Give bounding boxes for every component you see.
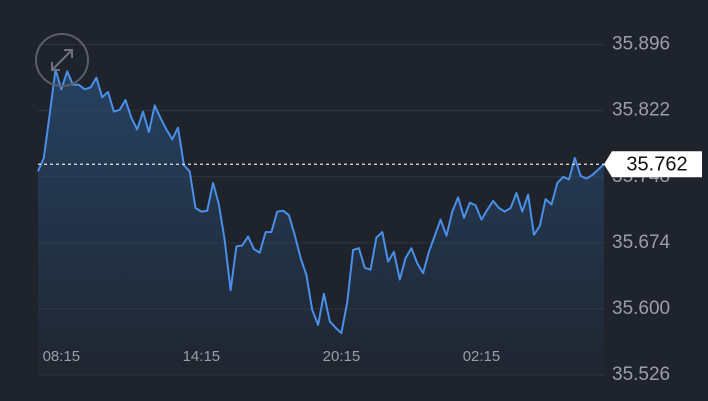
current-value-label: 35.762 [626,154,687,176]
plot [37,68,605,375]
area [38,69,604,375]
y-tick-label: 35.822 [612,100,670,121]
y-tick-label: 35.526 [612,364,670,385]
x-tick-label: 20:15 [323,348,361,365]
line [37,68,605,334]
x-tick-label: 02:15 [463,348,501,365]
expand-button[interactable] [35,33,89,87]
expand-icon[interactable] [51,49,73,71]
y-tick-label: 35.600 [612,298,670,319]
y-tick-label: 35.674 [612,232,671,253]
x-tick-label: 08:15 [43,348,81,365]
x-tick-label: 14:15 [183,348,221,365]
current-value-tag [604,151,702,178]
y-tick-label: 35.896 [612,34,670,55]
labels: 35.52635.60035.67435.74835.82235.89608:1… [43,34,702,385]
expand-circle[interactable] [35,33,89,87]
